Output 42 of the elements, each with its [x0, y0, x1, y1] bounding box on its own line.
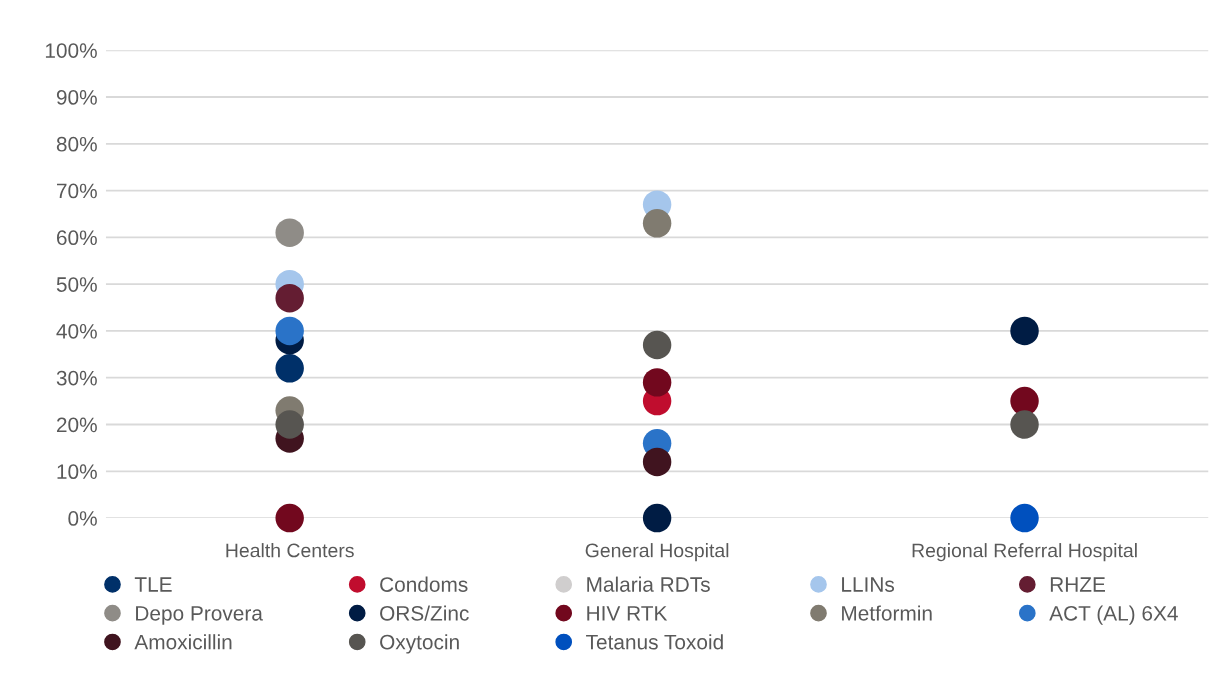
legend-label: Tetanus Toxoid [586, 634, 723, 650]
y-tick-label: 0% [68, 511, 97, 526]
point [275, 218, 304, 247]
point [642, 447, 672, 477]
y-tick-label: 60% [56, 230, 97, 246]
point [275, 316, 304, 346]
y-tick-label: 20% [56, 417, 97, 433]
legend-label: Oxytocin [380, 634, 459, 654]
point [1010, 316, 1039, 346]
y-tick-label: 80% [56, 136, 97, 152]
point [275, 503, 304, 533]
point [642, 209, 672, 238]
y-tick-label: 70% [57, 183, 97, 199]
x-tick-label: General Hospital [585, 543, 729, 562]
point [642, 330, 672, 360]
y-tick-label: 10% [57, 464, 97, 480]
legend-label: Depo Provera [136, 606, 263, 625]
point [1010, 503, 1039, 533]
x-tick-label: Regional Referral Hospital [912, 543, 1137, 562]
y-tick-label: 90% [56, 90, 97, 105]
y-tick-label: 40% [56, 323, 97, 339]
point [1010, 410, 1039, 439]
legend-label: TLE [134, 577, 172, 592]
point [642, 368, 672, 397]
legend-label: RHZE [1050, 577, 1105, 592]
y-tick-label: 100% [45, 43, 97, 58]
point [275, 283, 304, 313]
legend-label: Amoxicillin [134, 634, 232, 650]
point [275, 410, 304, 439]
legend-label: Condoms [380, 576, 468, 592]
point [1010, 386, 1039, 416]
legend-label: Malaria RDTs [587, 576, 710, 592]
y-tick-label: 30% [56, 370, 97, 386]
point [642, 503, 672, 533]
x-tick-label: Health Centers [226, 543, 354, 558]
legend-label: HIV RTK [587, 606, 668, 621]
legend-label: ORS/Zinc [380, 605, 469, 621]
y-tick-label: 50% [56, 277, 97, 292]
legend-label: LLINs [842, 577, 895, 592]
legend-label: Metformin [842, 605, 932, 621]
legend-label: ACT (AL) 6X4 [1049, 605, 1178, 625]
point [275, 354, 304, 383]
